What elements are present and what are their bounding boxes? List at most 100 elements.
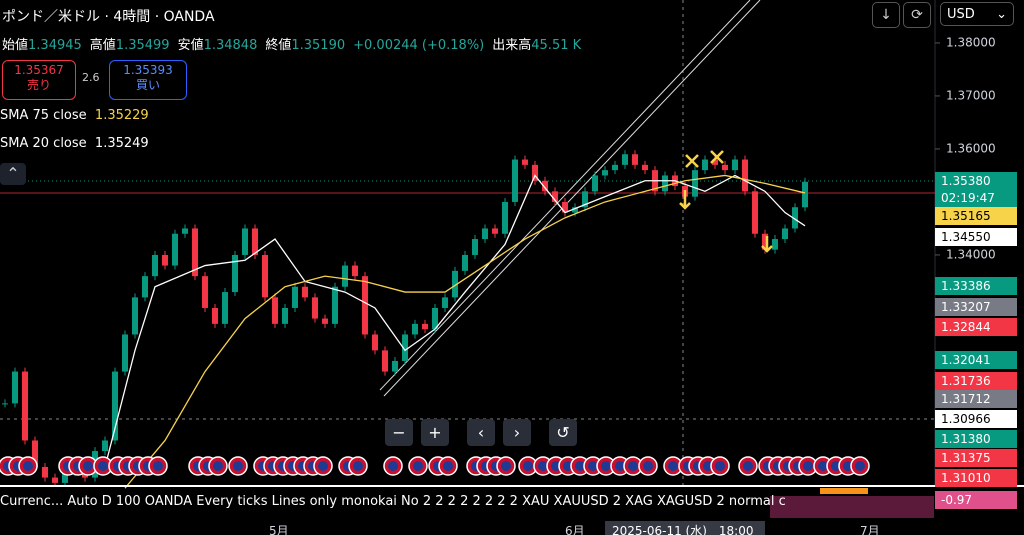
candle-body [662,175,668,192]
candle-body [602,170,608,176]
event-flag-inner [98,461,108,471]
candle-body [592,175,598,192]
event-flag-inner [413,461,423,471]
ohlc-label: 出来高 [492,38,532,53]
download-button[interactable]: ↓ [872,2,900,28]
indicator: SMA 20 close 1.35249 [0,136,149,151]
candle-body [302,286,308,298]
annotations [679,150,773,253]
candle-body [422,323,428,330]
price-tag: 1.31010 [935,469,1017,487]
candle-body [712,159,718,165]
candle-body [522,159,528,165]
candle-body [552,191,558,202]
sell-price: 1.35367 [14,63,64,77]
reset[interactable]: ↺ [549,419,577,446]
candle-body [122,334,128,372]
price-tag: 1.31375 [935,449,1017,467]
candle-body [502,201,508,234]
candle-body [612,164,618,171]
y-tick-label: 1.38000 [946,35,996,49]
candle-body [622,154,628,165]
event-flag-inner [233,461,243,471]
ohlc-value: 1.34945 [28,38,82,53]
candle-body [332,286,338,324]
crosshair-time: 2025-06-11 (水) 18:00 [612,524,754,535]
buy-button[interactable]: 1.35393 買い [109,60,187,100]
trend-line [383,0,761,397]
candle-body [452,270,458,298]
event-flag-inner [715,461,725,471]
candle-body [402,334,408,361]
price-tag: 1.34550 [935,228,1017,246]
candle-body [182,228,188,234]
candle-body [202,276,208,308]
arrow-mark [761,236,773,253]
candle-body [342,265,348,287]
symbol-title: ポンド／米ドル · 4時間 · OANDA [2,9,215,25]
price-tag: 1.32041 [935,351,1017,369]
candle-body [222,292,228,324]
event-flag-inner [588,461,598,471]
candle-body [42,466,48,478]
candle-body [292,286,298,308]
candle-body [432,307,438,330]
price-tag: 02:19:47 [935,189,1017,207]
candle-body [152,254,158,277]
indicator: SMA 75 close 1.35229 [0,108,149,123]
candle-body [442,297,448,308]
scroll-right[interactable]: › [503,419,531,446]
candle-body [582,191,588,208]
event-flag-inner [628,461,638,471]
currency-select[interactable]: USD ⌄ [940,2,1014,26]
candle-body [372,334,378,351]
trend-line [379,0,751,391]
event-flag-inner [538,461,548,471]
ticker-accent [770,496,934,518]
candle-body [192,228,198,277]
ticker-accent [820,488,868,494]
candle-body [542,180,548,192]
zoom-in[interactable]: + [421,419,449,446]
indicator-value: 1.35249 [94,136,149,151]
event-flag-inner [551,461,561,471]
event-flag-inner [523,461,533,471]
candle-body [772,239,778,250]
candle-body [782,228,788,240]
candle-body [412,323,418,335]
spread: 2.6 [82,71,100,84]
candle-body [752,191,758,234]
candle-body [2,403,8,405]
zoom-out[interactable]: − [385,419,413,446]
event-flag-inner [563,461,573,471]
candle-body [572,207,578,213]
candle-body [172,233,178,266]
event-flag-inner [615,461,625,471]
candle-body [252,228,258,255]
event-flag-inner [855,461,865,471]
y-tick-label: 1.37000 [946,88,996,102]
price-tag: 1.32844 [935,318,1017,336]
scroll-left[interactable]: ‹ [467,419,495,446]
candle-body [112,371,118,441]
event-flag-inner [843,461,853,471]
price-tag: -0.97 [935,491,1017,509]
event-flag-inner [575,461,585,471]
collapse-button[interactable]: ⌃ [0,163,26,185]
indicator-value: 1.35229 [94,108,149,123]
candle-body [472,239,478,255]
price-tag: 1.33207 [935,298,1017,316]
candle-body [242,228,248,255]
candle-body [312,297,318,319]
price-tag: 1.31736 [935,372,1017,390]
candle-body [722,164,728,171]
candle-body [462,254,468,271]
sell-button[interactable]: 1.35367 売り [2,60,76,100]
candle-body [52,477,58,483]
candle-body [162,254,168,266]
ohlc-label: 終値 [265,38,292,53]
layout-button[interactable]: ⟳ [903,2,931,28]
candle-body [562,201,568,213]
candle-body [702,159,708,171]
